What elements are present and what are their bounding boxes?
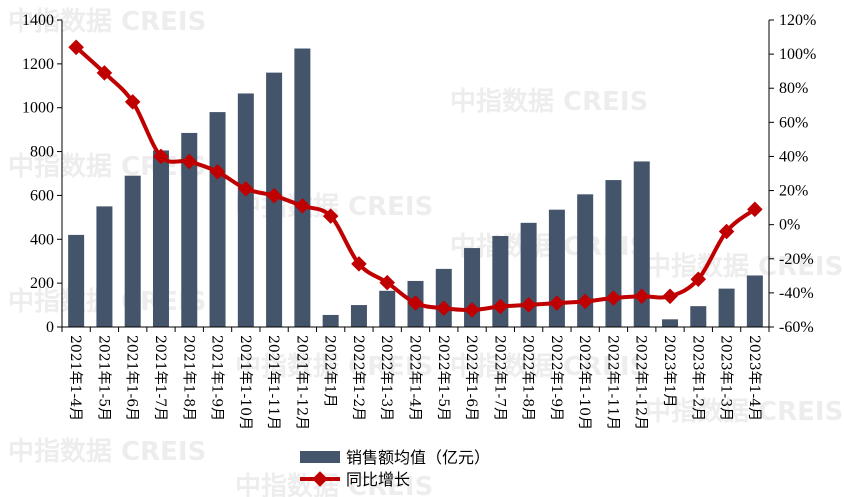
- bar: [181, 132, 198, 327]
- left-tick-label: 0: [46, 319, 54, 336]
- watermark-text: 中指数据 CREIS: [8, 7, 206, 37]
- left-tick-label: 1200: [22, 56, 54, 73]
- line-point: [322, 208, 339, 224]
- category-label: 2021年1-9月: [209, 335, 225, 421]
- category-label: 2021年1-5月: [95, 335, 111, 421]
- category-label: 2021年1-12月: [293, 335, 309, 430]
- bar: [96, 206, 113, 327]
- bar: [690, 306, 707, 327]
- category-label: 2023年1-2月: [689, 335, 705, 421]
- bar: [435, 268, 452, 327]
- bar: [124, 175, 141, 327]
- category-label: 2022年1-12月: [633, 335, 649, 430]
- category-label: 2021年1-7月: [152, 335, 168, 421]
- category-label: 2021年1-11月: [265, 335, 281, 430]
- category-label: 2022年1-11月: [604, 335, 620, 430]
- bar: [577, 194, 594, 327]
- watermark-text: 中指数据 CREIS: [645, 397, 843, 427]
- left-axis-ticks: 0 200 400 600 800 1000 1200 1400: [22, 12, 62, 336]
- bar: [68, 234, 85, 327]
- left-tick-label: 800: [30, 144, 54, 161]
- bar: [322, 314, 339, 327]
- category-label: 2022年1-2月: [350, 335, 366, 421]
- category-label: 2022年1-4月: [407, 335, 423, 421]
- right-axis-ticks: -60% -40% -20% 0% 20% 40% 60% 80% 100% 120%: [769, 12, 816, 336]
- category-label: 2021年1-10月: [237, 335, 253, 430]
- left-tick-label: 400: [30, 231, 54, 248]
- left-tick-label: 1400: [22, 12, 54, 29]
- right-tick-label: 120%: [779, 12, 816, 29]
- line-point: [153, 148, 169, 165]
- category-label: 2023年1月: [661, 335, 677, 408]
- legend: 销售额均值（亿元） 同比增长: [300, 448, 490, 489]
- line-point: [209, 164, 226, 180]
- watermark-text: 中指数据 CREIS: [645, 252, 843, 282]
- legend-bar-swatch: [300, 451, 340, 463]
- category-label: 2022年1-8月: [520, 335, 536, 421]
- category-label: 2021年1-4月: [67, 335, 83, 421]
- left-tick-label: 200: [30, 275, 54, 292]
- right-tick-label: 40%: [779, 148, 808, 165]
- category-labels: 2021年1-4月 2021年1-5月 2021年1-6月 2021年1-7月 2021…: [61, 327, 770, 430]
- bar: [294, 48, 311, 327]
- category-label: 2023年1-4月: [746, 335, 762, 421]
- category-label: 2022年1月: [322, 335, 338, 408]
- right-tick-label: 100%: [779, 46, 816, 63]
- bar: [350, 305, 367, 327]
- bar: [209, 112, 226, 327]
- bar: [237, 93, 254, 327]
- legend-line-label: 同比增长: [346, 470, 410, 489]
- category-label: 2023年1-3月: [718, 335, 734, 421]
- right-tick-label: -40%: [779, 285, 814, 302]
- category-label: 2022年1-5月: [435, 335, 451, 421]
- line-point: [238, 181, 254, 197]
- line-point: [662, 288, 678, 305]
- right-tick-label: 0%: [779, 217, 800, 234]
- bar: [746, 275, 763, 327]
- category-label: 2022年1-10月: [576, 335, 592, 430]
- watermark-text: 中指数据 CREIS: [235, 472, 433, 497]
- category-label: 2021年1-6月: [124, 335, 140, 421]
- bar: [605, 180, 622, 327]
- category-label: 2022年1-3月: [378, 335, 394, 421]
- right-tick-label: 60%: [779, 114, 808, 131]
- legend-bar-label: 销售额均值（亿元）: [346, 448, 490, 467]
- bar: [520, 222, 537, 327]
- right-tick-label: -60%: [779, 319, 814, 336]
- left-tick-label: 600: [30, 187, 54, 204]
- bar: [718, 288, 735, 327]
- category-label: 2022年1-6月: [463, 335, 479, 421]
- line-point: [747, 201, 763, 218]
- watermark-text: 中指数据 CREIS: [450, 352, 648, 382]
- line-point: [718, 223, 735, 240]
- category-label: 2022年1-7月: [491, 335, 507, 421]
- line-point: [68, 39, 84, 56]
- left-tick-label: 1000: [22, 100, 54, 117]
- watermark-text: 中指数据 CREIS: [235, 352, 433, 382]
- bar-series: [68, 48, 763, 327]
- axes: [61, 20, 770, 328]
- line-point: [181, 153, 198, 170]
- right-tick-label: 80%: [779, 80, 808, 97]
- line-point: [266, 187, 282, 204]
- watermark-text: 中指数据 CREIS: [8, 152, 206, 182]
- bar: [548, 209, 565, 327]
- bar: [379, 290, 396, 327]
- bar: [633, 161, 650, 327]
- line-point: [96, 65, 113, 81]
- category-label: 2022年1-9月: [548, 335, 564, 421]
- watermark-text: 中指数据 CREIS: [8, 437, 206, 467]
- bar: [662, 319, 679, 327]
- watermark-text: 中指数据 CREIS: [450, 87, 648, 117]
- category-label: 2021年1-8月: [180, 335, 196, 421]
- bar: [152, 150, 169, 327]
- line-point: [294, 198, 311, 214]
- right-tick-label: -20%: [779, 251, 814, 268]
- right-tick-label: 20%: [779, 183, 808, 200]
- line-point: [124, 94, 141, 110]
